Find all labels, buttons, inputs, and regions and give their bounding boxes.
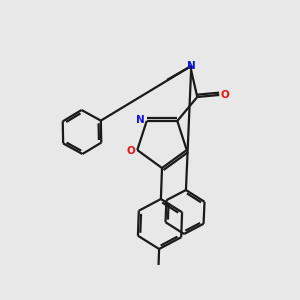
Text: N: N [136, 115, 145, 125]
Text: O: O [127, 146, 136, 156]
Text: N: N [187, 61, 196, 71]
Text: O: O [221, 90, 230, 100]
